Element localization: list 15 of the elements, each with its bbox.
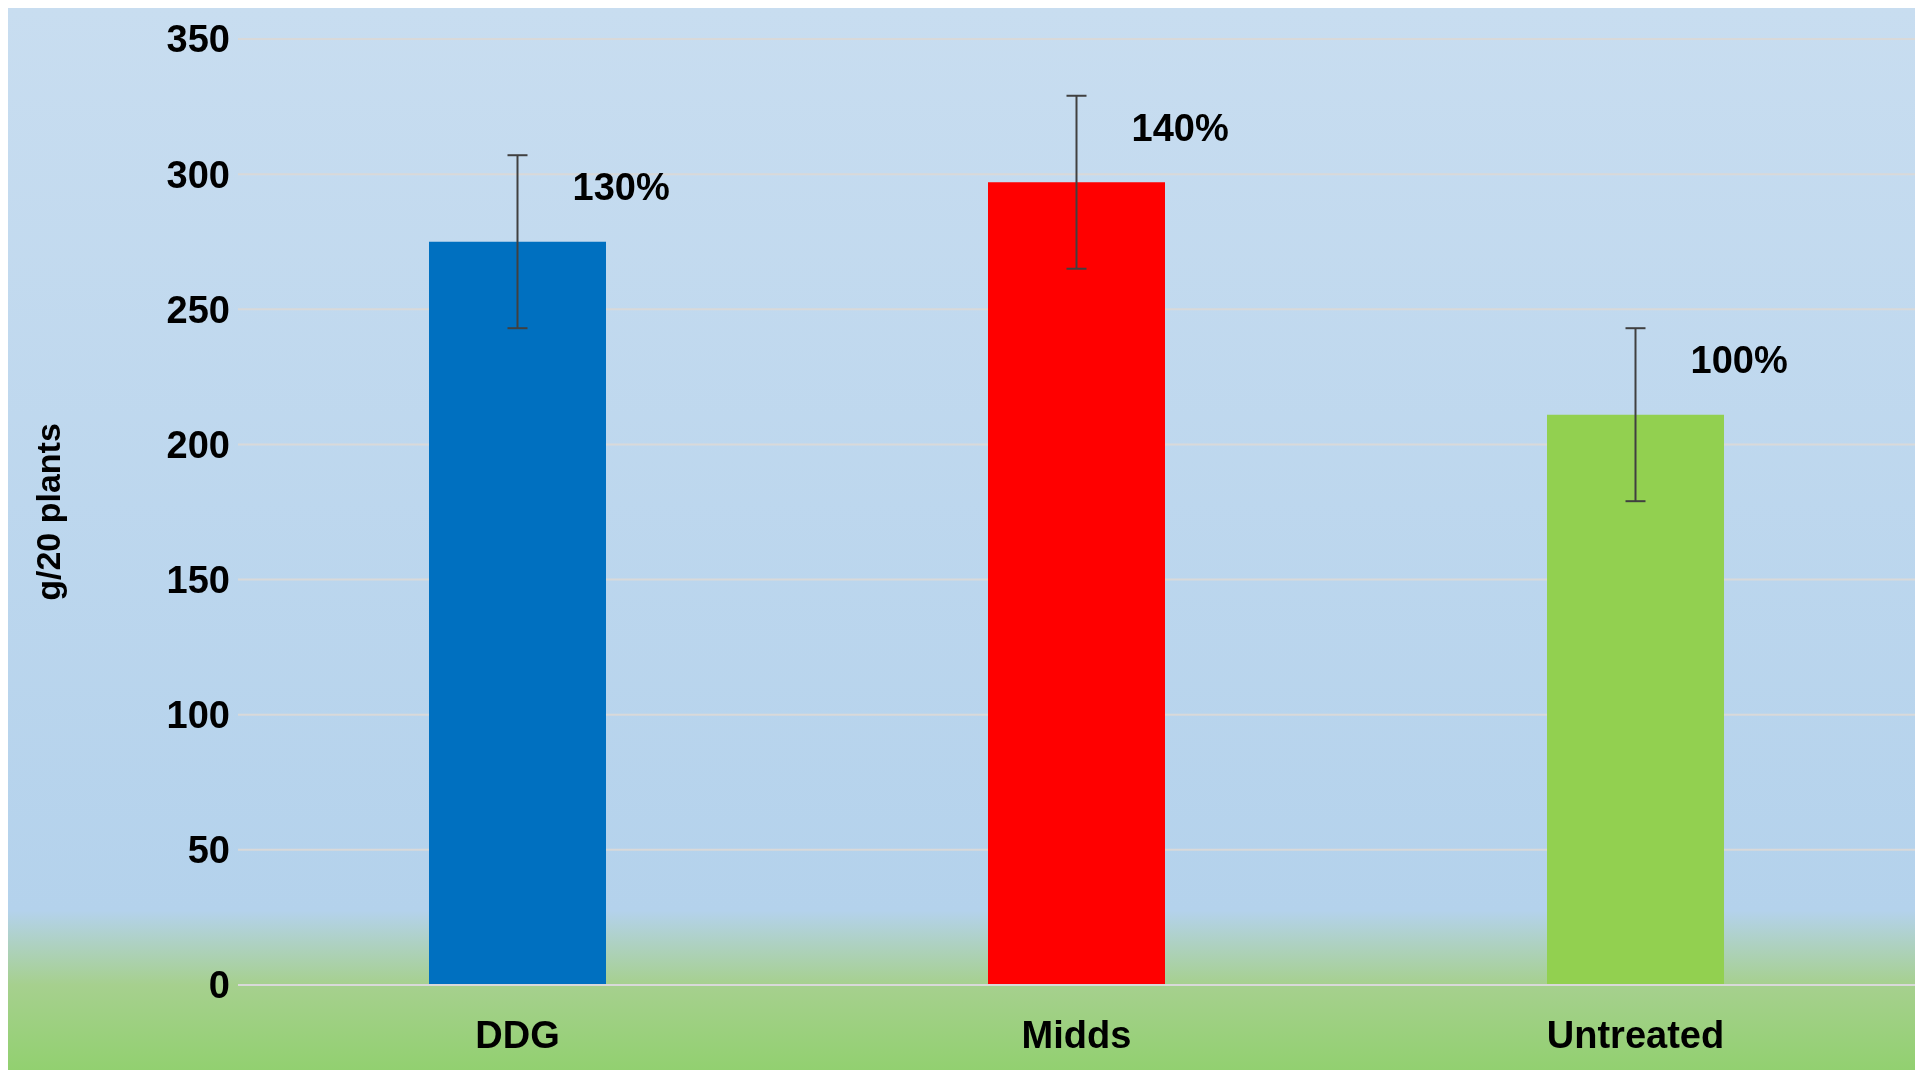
annotation: 100%	[1690, 339, 1788, 382]
y-tick-label: 150	[166, 559, 230, 602]
annotation: 130%	[572, 166, 670, 209]
y-tick-label: 50	[187, 829, 230, 872]
y-tick-label: 0	[208, 964, 230, 1007]
y-tick-label: 250	[166, 288, 230, 331]
y-tick-label: 200	[166, 423, 230, 466]
x-tick-label: Midds	[1021, 1013, 1132, 1056]
y-tick-label: 350	[166, 18, 230, 61]
y-tick-label: 100	[166, 694, 230, 737]
x-tick-label: DDG	[475, 1013, 560, 1056]
y-tick-label: 300	[166, 153, 230, 196]
y-axis-title: g/20 plants	[29, 423, 68, 601]
x-tick-label: Untreated	[1546, 1013, 1725, 1056]
annotation: 140%	[1131, 106, 1229, 149]
